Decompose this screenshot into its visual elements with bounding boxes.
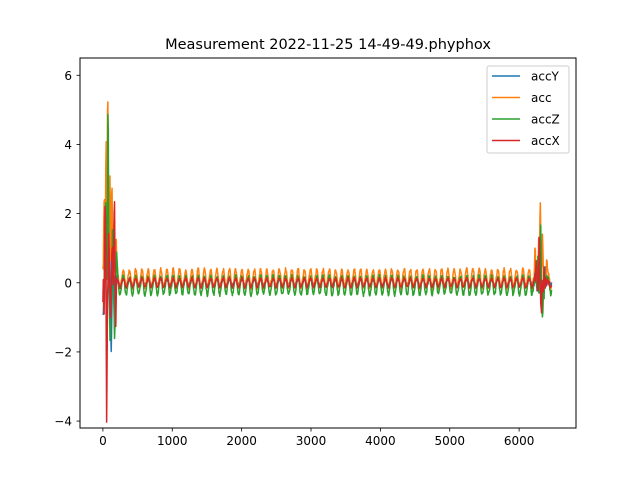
- x-tick-label: 5000: [434, 434, 465, 448]
- legend-label-acc: acc: [531, 91, 552, 105]
- plot-frame: [79, 57, 577, 429]
- y-tick-label: 0: [64, 276, 72, 290]
- legend-label-accY: accY: [531, 70, 560, 84]
- y-tick-label: 2: [64, 207, 72, 221]
- x-tick-label: 0: [99, 434, 107, 448]
- legend-box: [486, 65, 570, 154]
- x-tick-label: 4000: [365, 434, 396, 448]
- y-tick-label: 6: [64, 69, 72, 83]
- y-tick-label: −2: [54, 345, 72, 359]
- legend-label-accZ: accZ: [531, 113, 560, 127]
- y-axis: −4 −2 0 2 4 6: [54, 69, 80, 429]
- series-line-accX: [102, 201, 553, 423]
- y-tick-label: −4: [54, 415, 72, 429]
- legend: accY acc accZ accX: [486, 65, 570, 154]
- legend-label-accX: accX: [531, 134, 560, 148]
- y-tick-label: 4: [64, 138, 72, 152]
- x-tick-label: 6000: [504, 434, 535, 448]
- series-line-accZ: [102, 113, 553, 342]
- series-layer: [102, 101, 553, 423]
- x-tick-label: 1000: [157, 434, 188, 448]
- x-tick-label: 3000: [296, 434, 327, 448]
- x-axis: 0 1000 2000 3000 4000 5000 6000: [99, 428, 534, 448]
- series-line-acc: [102, 101, 553, 293]
- x-tick-label: 2000: [226, 434, 257, 448]
- chart-title: Measurement 2022-11-25 14-49-49.phyphox: [165, 37, 491, 53]
